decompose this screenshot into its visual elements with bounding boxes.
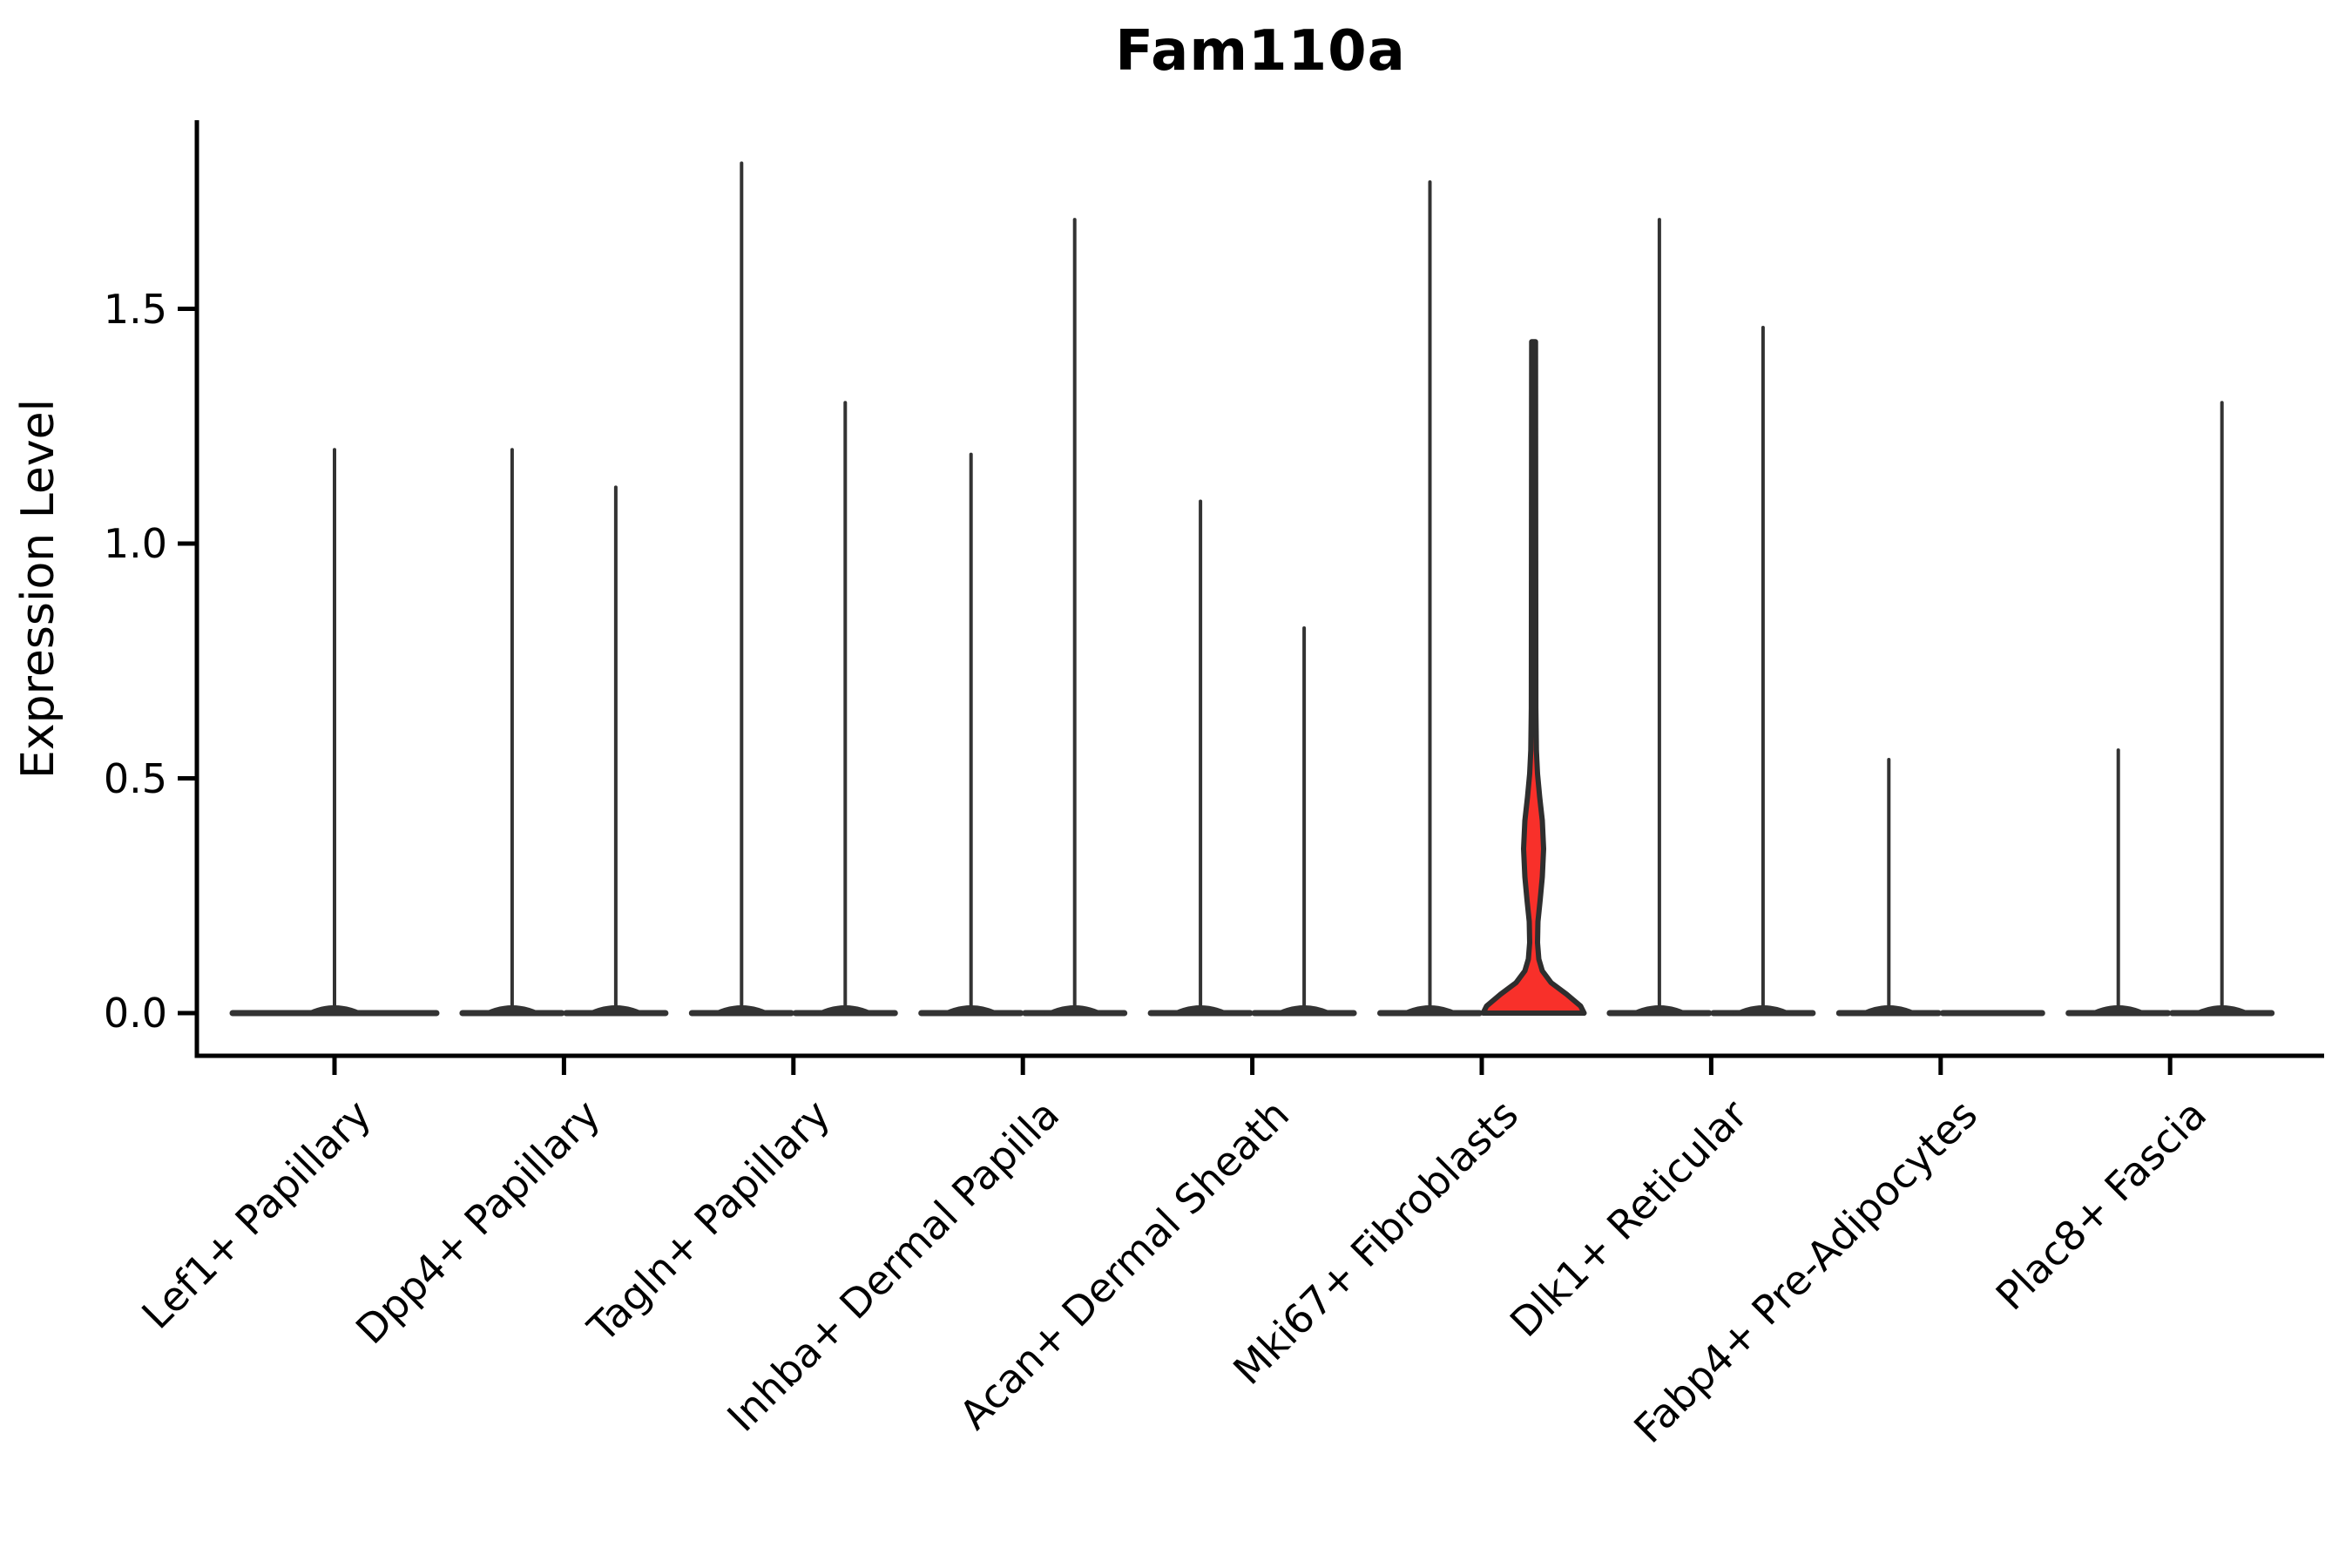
chart-title: Fam110a [1115,19,1406,84]
y-tick-label: 0.0 [103,990,167,1037]
y-tick-label: 1.5 [103,285,167,333]
y-tick-label: 0.5 [103,754,167,802]
y-tick-label: 1.0 [103,520,167,567]
y-axis-label: Expression Level [12,398,64,780]
highlighted-violin [1480,339,1587,1016]
